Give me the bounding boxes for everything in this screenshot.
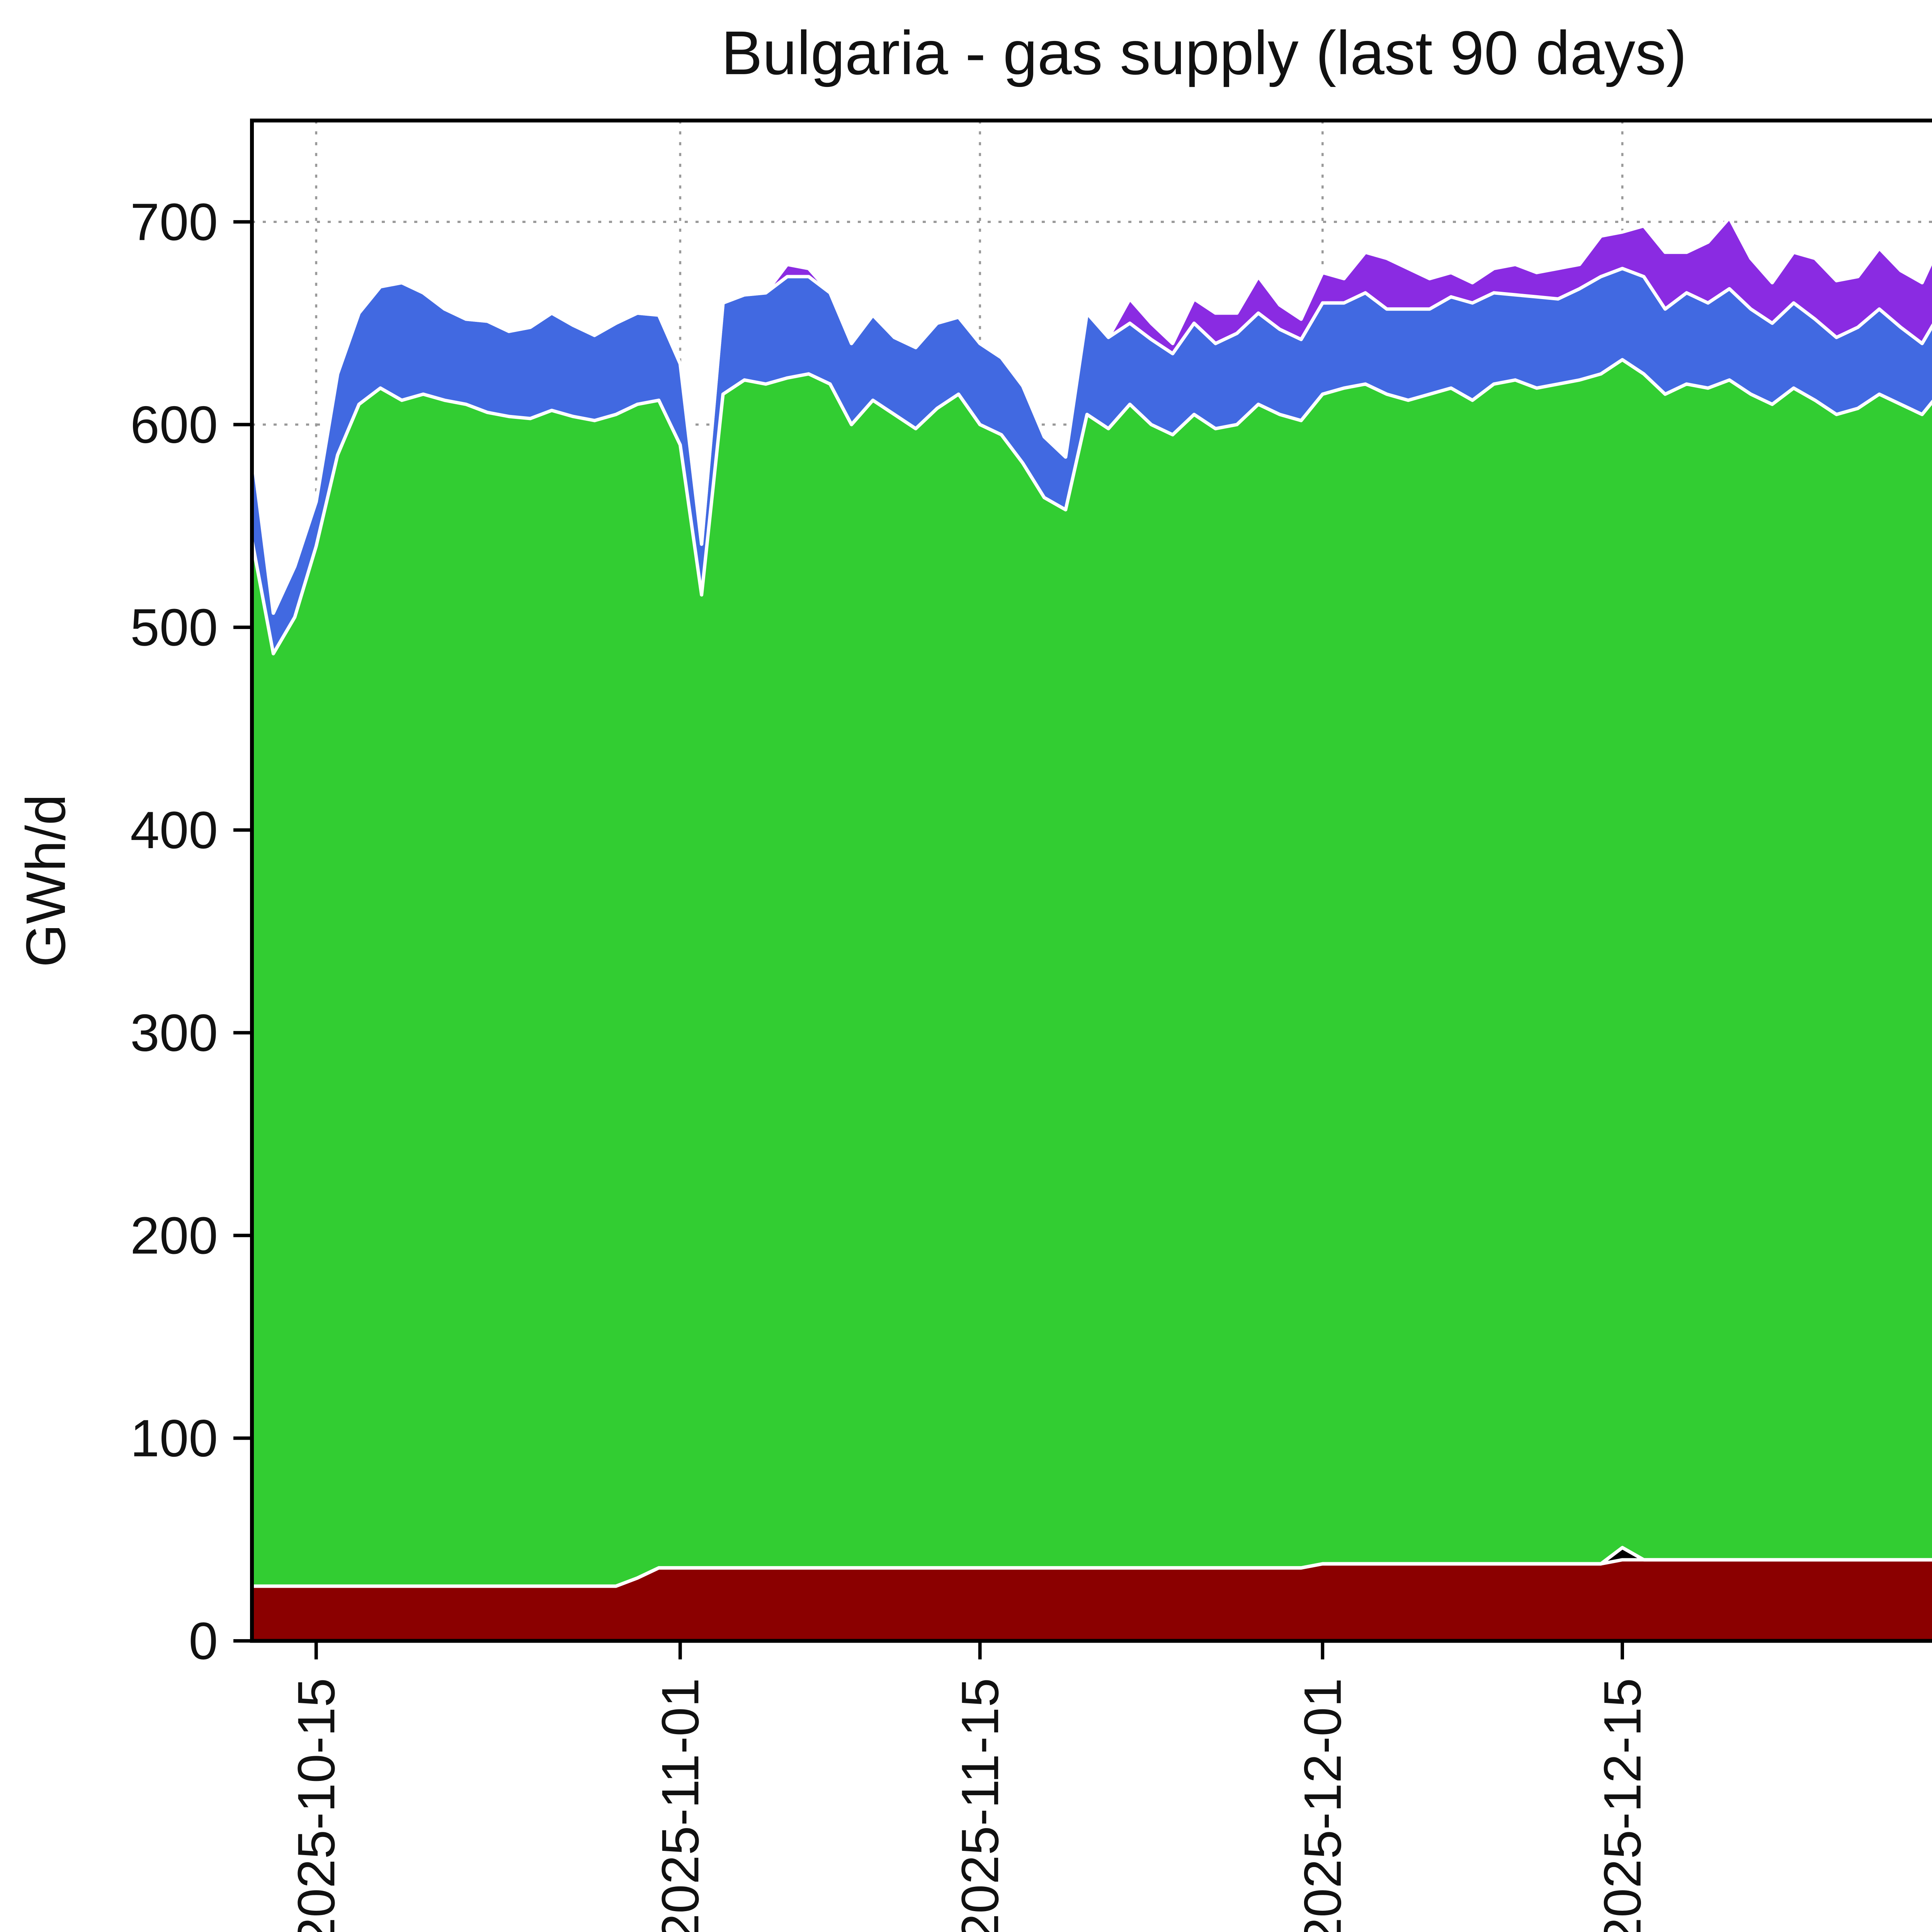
area-imports-turkey xyxy=(252,268,1932,654)
y-tick-label-100: 100 xyxy=(130,1409,218,1468)
area-edge-imports-russia xyxy=(252,358,1932,656)
x-tick-label-2025-12-01: 2025-12-01 xyxy=(1293,1678,1352,1932)
x-tick-labels: 2025-10-15 2025-11-01 2025-11-15 2025-12-01… xyxy=(287,1678,1652,1932)
plot-border xyxy=(250,118,1932,1643)
axis-ticks xyxy=(233,220,1624,1660)
area-edge-imports-serbia xyxy=(252,1546,1932,1588)
area-imports-greece xyxy=(252,1560,1932,1641)
area-edge-storage-withdrawals xyxy=(252,216,1932,615)
y-tick-labels: 0 100 200 300 400 500 600 700 xyxy=(130,192,218,1670)
y-tick-label-200: 200 xyxy=(130,1206,218,1265)
y-tick-label-500: 500 xyxy=(130,598,218,656)
y-tick-label-0: 0 xyxy=(189,1612,218,1670)
y-axis-label: GWh/d xyxy=(15,794,77,967)
x-tick-label-2025-10-15: 2025-10-15 xyxy=(287,1678,345,1932)
x-tick-label-2025-12-15: 2025-12-15 xyxy=(1593,1678,1652,1932)
area-imports-russia xyxy=(252,359,1932,1586)
y-tick-label-600: 600 xyxy=(130,395,218,454)
chart-title: Bulgaria - gas supply (last 90 days) xyxy=(721,18,1687,87)
areas xyxy=(252,216,1932,1641)
y-tick-label-400: 400 xyxy=(130,801,218,859)
x-tick-label-2025-11-01: 2025-11-01 xyxy=(651,1678,709,1932)
y-tick-label-700: 700 xyxy=(130,192,218,251)
y-tick-label-300: 300 xyxy=(130,1003,218,1062)
x-tick-label-2025-11-15: 2025-11-15 xyxy=(951,1678,1009,1932)
